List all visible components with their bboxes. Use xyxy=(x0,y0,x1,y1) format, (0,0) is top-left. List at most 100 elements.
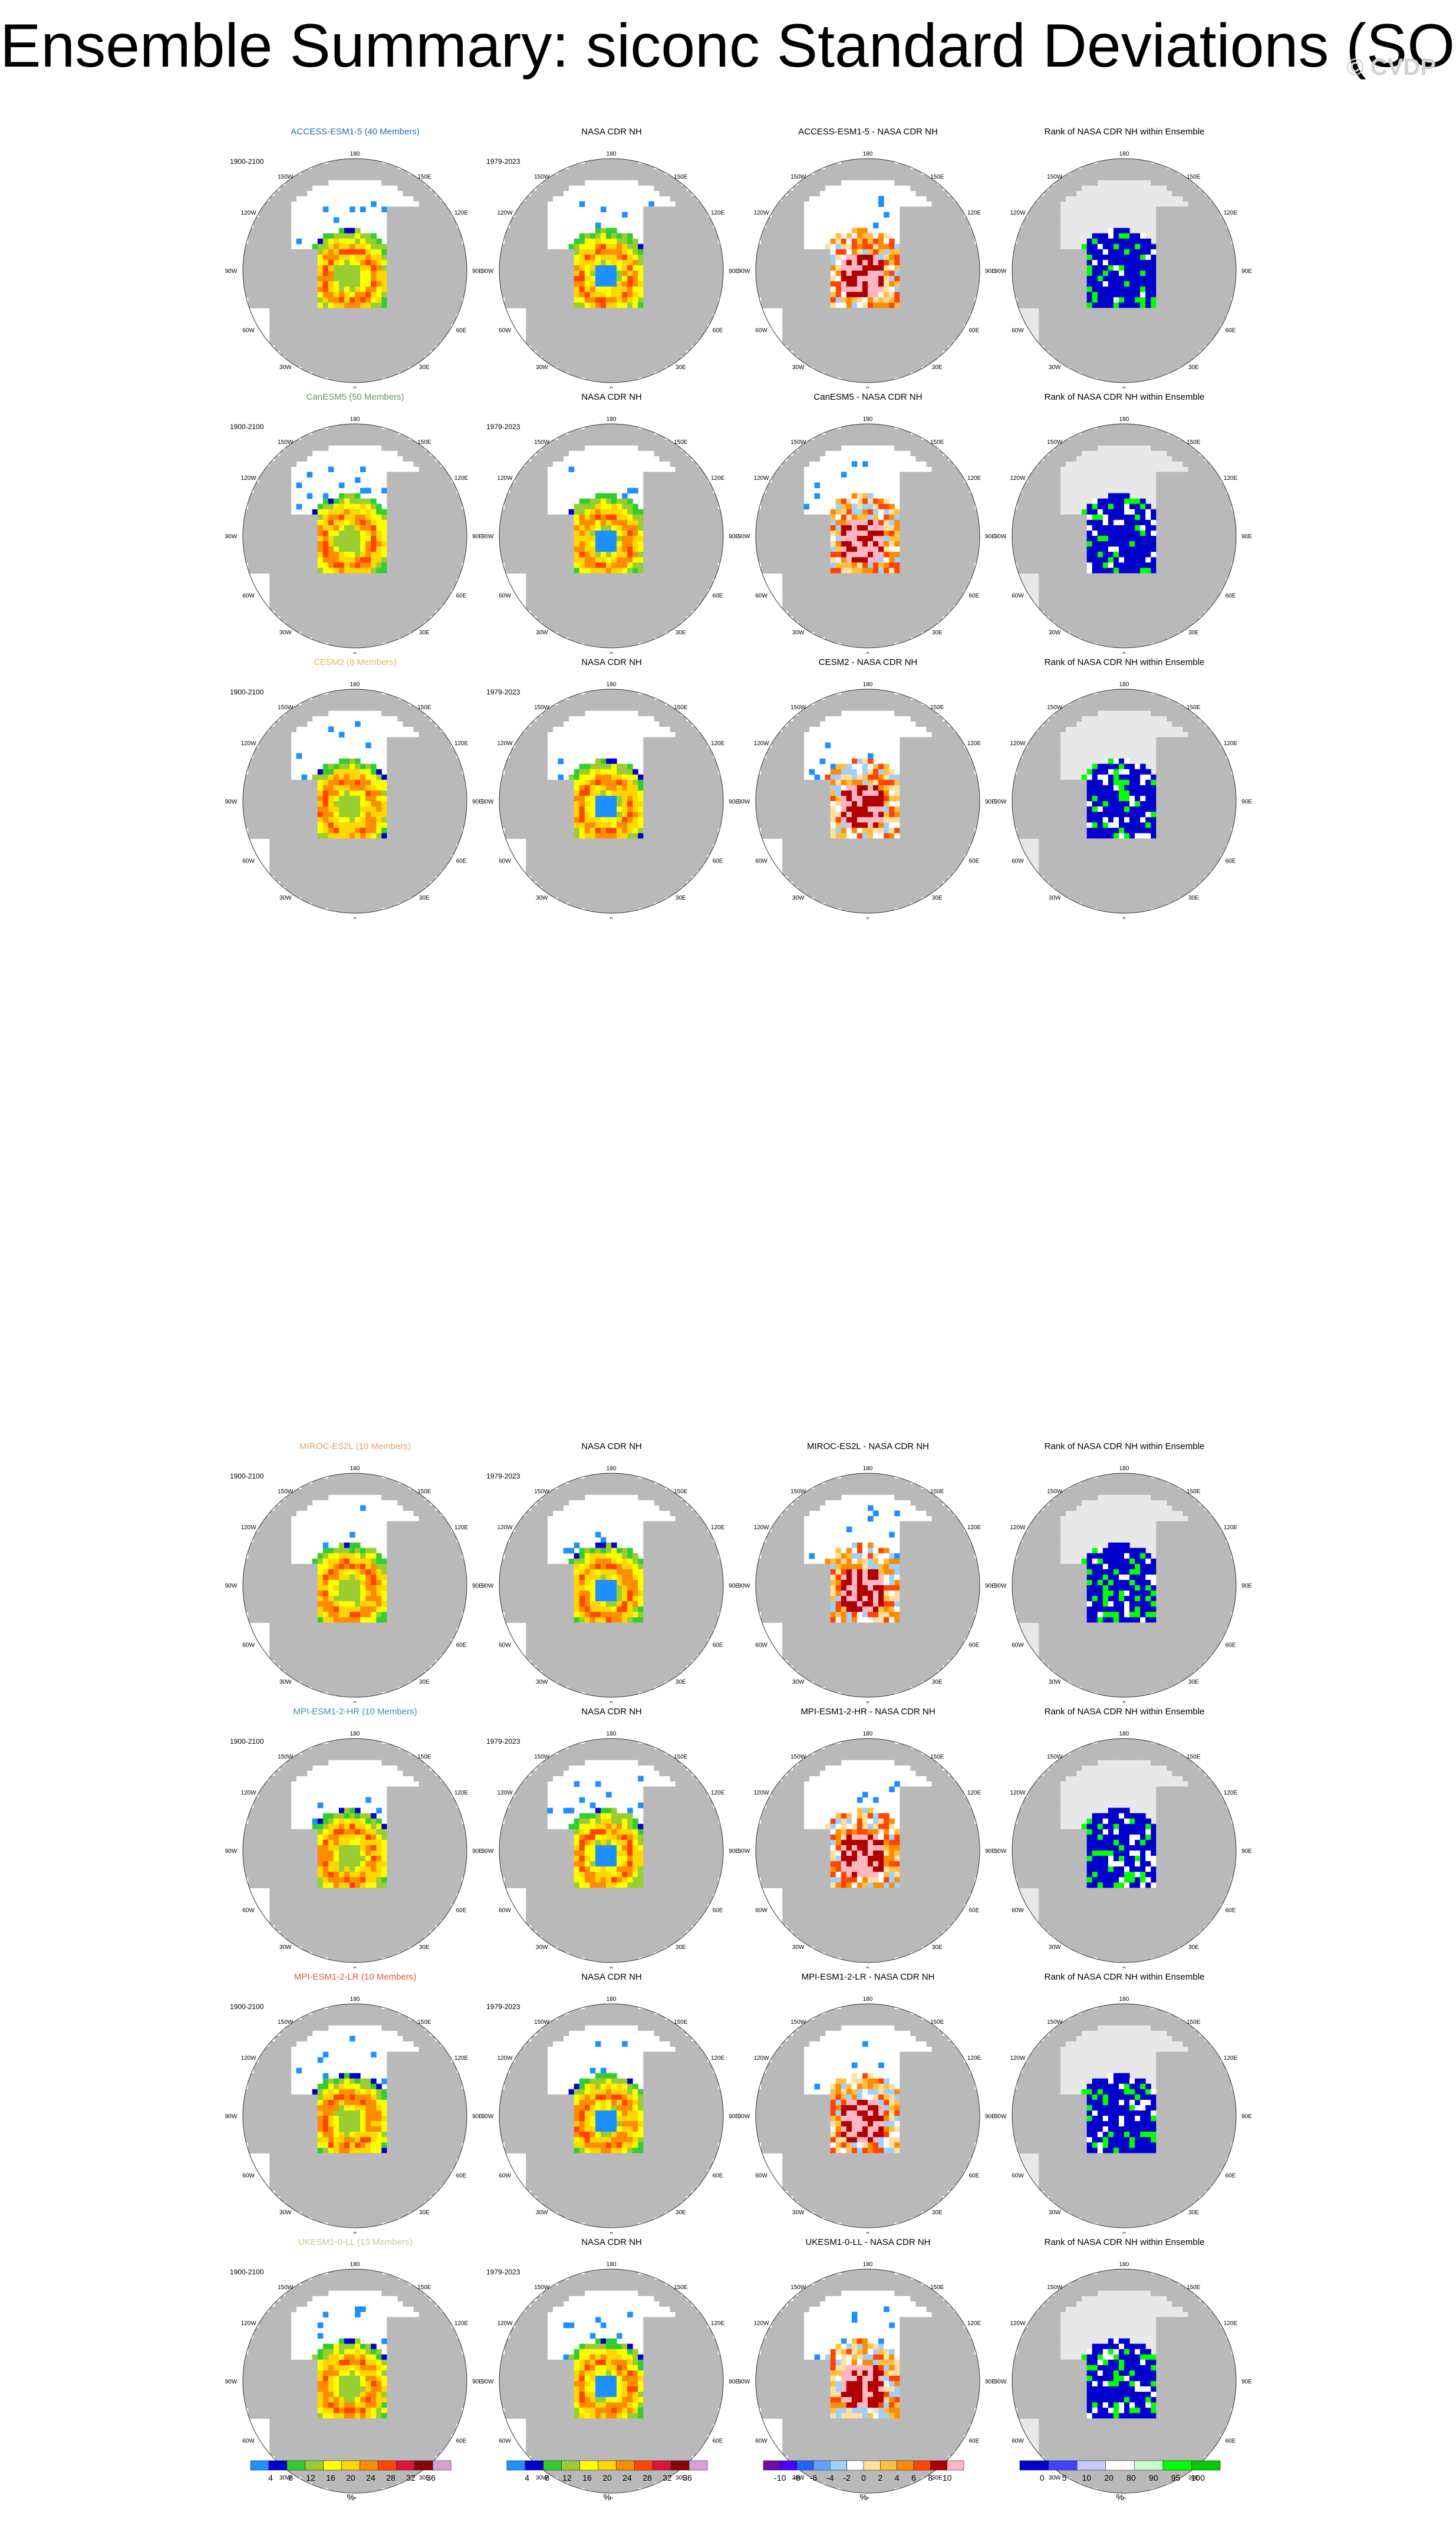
map-cell xyxy=(921,313,927,319)
map-cell xyxy=(851,276,858,282)
map-cell xyxy=(275,340,281,346)
map-cell xyxy=(931,334,938,341)
map-cell xyxy=(558,174,564,180)
map-cell xyxy=(355,174,361,180)
map-cell xyxy=(365,174,371,180)
map-cell xyxy=(387,222,393,229)
map-cell xyxy=(1023,249,1029,255)
map-cell xyxy=(1081,350,1088,357)
map-cell xyxy=(1119,243,1125,250)
map-cell xyxy=(1135,366,1141,373)
map-cell xyxy=(434,334,441,341)
map-cell xyxy=(835,361,842,367)
map-cell xyxy=(1119,371,1125,378)
map-cell xyxy=(1204,318,1210,324)
map-cell xyxy=(248,297,254,303)
map-cell xyxy=(889,361,895,367)
map-cell xyxy=(1102,164,1109,170)
map-cell xyxy=(1070,329,1077,335)
map-cell xyxy=(301,254,308,261)
map-cell xyxy=(675,329,681,335)
map-cell xyxy=(381,361,387,367)
map-cell xyxy=(408,228,414,234)
map-cell xyxy=(1188,318,1194,324)
map-cell xyxy=(264,562,270,568)
map-cell xyxy=(1092,324,1098,330)
map-cell xyxy=(926,324,933,330)
map-cell xyxy=(963,254,970,261)
map-cell xyxy=(958,276,964,282)
map-cell xyxy=(627,324,633,330)
map-cell xyxy=(638,243,644,250)
map-cell xyxy=(392,361,398,367)
map-cell xyxy=(1140,271,1146,276)
map-cell xyxy=(381,281,387,287)
map-cell xyxy=(830,276,836,282)
map-cell xyxy=(788,217,793,223)
map-cell xyxy=(1070,281,1077,287)
map-cell xyxy=(264,488,270,494)
map-cell xyxy=(434,249,441,255)
map-cell xyxy=(589,281,596,287)
map-cell xyxy=(542,329,548,335)
map-cell xyxy=(456,228,462,234)
map-cell xyxy=(301,287,308,292)
map-cell xyxy=(462,281,467,287)
map-cell xyxy=(376,371,382,378)
map-cell xyxy=(296,345,302,351)
map-cell xyxy=(1156,324,1162,330)
map-cell xyxy=(536,233,542,239)
map-cell xyxy=(654,355,660,362)
map-cell xyxy=(963,318,970,324)
map-cell xyxy=(862,238,868,245)
map-cell xyxy=(1119,297,1125,303)
map-cell xyxy=(505,287,510,292)
map-cell xyxy=(900,340,905,346)
map-cell xyxy=(403,243,409,250)
map-cell xyxy=(1039,222,1045,229)
map-cell xyxy=(868,164,874,170)
map-cell xyxy=(1156,271,1162,276)
map-cell xyxy=(387,217,393,223)
map-cell xyxy=(355,366,361,373)
map-cell xyxy=(712,238,719,245)
map-cell xyxy=(584,259,591,266)
map-cell xyxy=(1028,249,1034,255)
map-cell xyxy=(1177,340,1184,346)
map-cell xyxy=(798,308,804,314)
map-cell xyxy=(1214,265,1221,271)
map-cell xyxy=(664,185,671,191)
map-cell xyxy=(910,302,916,308)
map-cell xyxy=(611,350,617,357)
map-cell xyxy=(1119,340,1125,346)
map-cell xyxy=(921,350,927,357)
map-cell xyxy=(1140,345,1146,351)
map-cell xyxy=(1102,249,1109,255)
map-cell xyxy=(809,287,815,292)
map-cell xyxy=(654,281,660,287)
map-cell xyxy=(873,355,879,362)
map-cell xyxy=(905,212,911,218)
map-cell xyxy=(584,281,591,287)
map-cell xyxy=(1193,313,1200,319)
map-cell xyxy=(1039,259,1045,266)
map-cell xyxy=(622,174,628,180)
map-cell xyxy=(761,254,767,261)
map-cell xyxy=(1108,371,1114,378)
map-cell xyxy=(547,292,553,298)
map-cell xyxy=(280,292,286,298)
map-cell xyxy=(1188,355,1194,362)
map-cell xyxy=(868,281,874,287)
map-cell xyxy=(915,174,921,180)
map-cell xyxy=(889,238,895,245)
map-cell xyxy=(510,297,516,303)
map-label: 120E xyxy=(711,210,725,216)
map-cell xyxy=(707,287,713,292)
map-cell xyxy=(563,302,569,308)
map-cell xyxy=(248,292,254,298)
map-cell xyxy=(1086,308,1093,314)
map-cell xyxy=(873,350,879,357)
map-cell xyxy=(900,308,905,314)
map-cell xyxy=(942,212,948,218)
map-cell xyxy=(344,243,350,250)
